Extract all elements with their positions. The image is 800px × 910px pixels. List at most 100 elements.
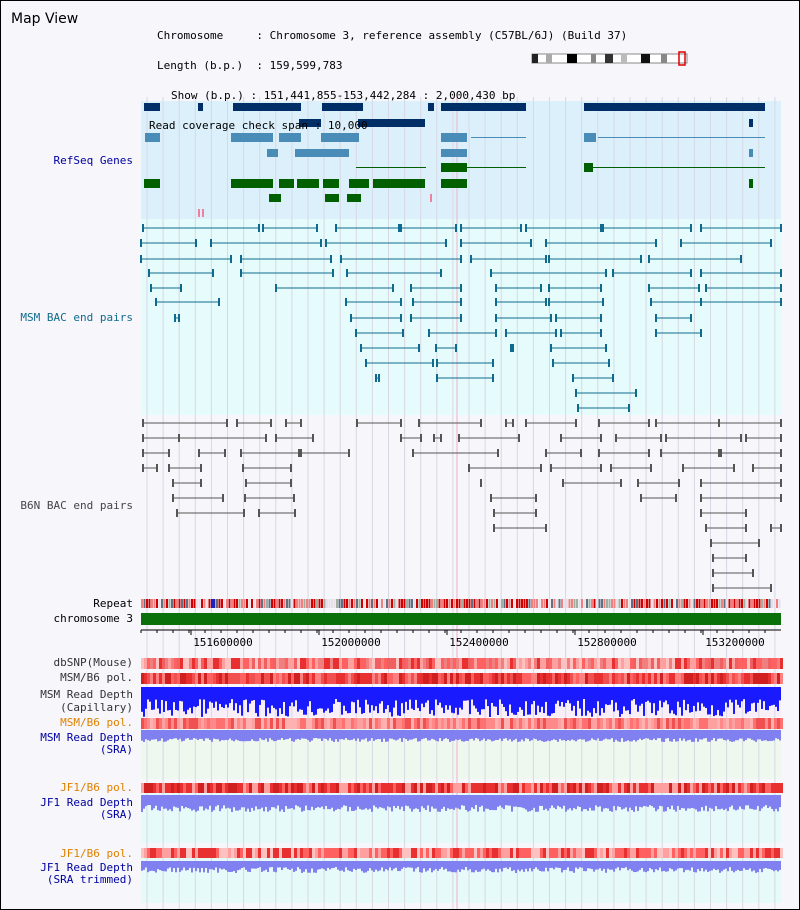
ideogram-band — [532, 54, 538, 63]
heat-cell — [693, 848, 696, 858]
bac-end — [600, 314, 602, 322]
depth-bar — [359, 795, 361, 809]
depth-bar — [589, 687, 591, 713]
heat-cell — [528, 673, 531, 684]
depth-bar — [627, 861, 629, 871]
depth-bar — [625, 730, 627, 742]
depth-bar — [729, 795, 731, 808]
heat-cell — [606, 658, 609, 669]
heat-cell — [240, 658, 243, 669]
repeat-element — [663, 599, 666, 608]
heat-cell — [693, 718, 696, 729]
heat-cell — [510, 658, 513, 669]
heat-cell — [678, 673, 681, 684]
heat-cell — [459, 658, 462, 669]
depth-bar — [739, 795, 741, 807]
heat-cell — [630, 673, 633, 684]
track-label-msm-bac[interactable]: MSM BAC end pairs — [20, 311, 133, 324]
heat-cell — [771, 783, 774, 793]
depth-bar — [575, 795, 577, 810]
depth-bar — [663, 795, 665, 812]
depth-bar — [227, 861, 229, 872]
bac-end — [655, 419, 657, 427]
depth-bar — [651, 730, 653, 741]
depth-bar — [687, 795, 689, 809]
bac-end — [293, 494, 295, 502]
depth-bar — [161, 795, 163, 807]
heat-cell — [753, 718, 756, 729]
heat-cell — [315, 673, 318, 684]
depth-bar — [179, 795, 181, 812]
heat-cell — [414, 673, 417, 684]
depth-bar — [189, 687, 191, 708]
depth-bar — [627, 687, 629, 711]
bac-end — [575, 419, 577, 427]
repeat-element — [646, 599, 648, 608]
track-label-b6n-bac[interactable]: B6N BAC end pairs — [20, 499, 133, 512]
depth-bar — [159, 730, 161, 741]
depth-bar — [305, 687, 307, 715]
depth-bar — [367, 861, 369, 871]
depth-bar — [617, 795, 619, 807]
repeat-element — [383, 599, 386, 608]
heat-cell — [648, 673, 651, 684]
heat-cell — [597, 783, 600, 793]
depth-bar — [285, 730, 287, 740]
depth-bar — [765, 730, 767, 741]
track-label-refseq[interactable]: RefSeq Genes — [53, 154, 133, 167]
heat-cell — [315, 848, 318, 858]
depth-bar — [667, 861, 669, 872]
depth-bar — [195, 687, 197, 708]
heat-cell — [777, 783, 780, 793]
heat-cell — [429, 673, 432, 684]
depth-bar — [749, 687, 751, 711]
heat-cell — [273, 848, 276, 858]
depth-bar — [595, 730, 597, 741]
depth-bar — [463, 687, 465, 701]
heat-cell — [264, 848, 267, 858]
depth-bar — [391, 861, 393, 871]
heat-cell — [600, 718, 603, 729]
depth-bar — [665, 730, 667, 739]
repeat-element — [731, 599, 733, 608]
heat-cell — [663, 848, 666, 858]
depth-bar — [759, 730, 761, 740]
repeat-element — [771, 599, 773, 608]
repeat-element — [671, 599, 673, 608]
depth-bar — [713, 687, 715, 717]
depth-bar — [369, 687, 371, 713]
heat-cell — [216, 783, 219, 793]
depth-bar — [411, 730, 413, 740]
depth-bar — [457, 795, 459, 809]
heat-cell — [258, 848, 261, 858]
repeat-element — [223, 599, 226, 608]
bac-end — [460, 239, 462, 247]
heat-cell — [408, 658, 411, 669]
heat-cell — [714, 848, 717, 858]
heat-cell — [198, 673, 201, 684]
heat-cell — [570, 658, 573, 669]
ideogram-band — [641, 54, 650, 63]
heat-cell — [756, 658, 759, 669]
heat-cell — [768, 658, 771, 669]
heat-cell — [198, 658, 201, 669]
depth-bar — [153, 730, 155, 740]
heat-cell — [615, 783, 618, 793]
repeat-element — [156, 599, 158, 608]
heat-cell — [258, 658, 261, 669]
depth-bar — [151, 861, 153, 871]
depth-bar — [147, 687, 149, 700]
heat-cell — [501, 718, 504, 729]
depth-bar — [721, 861, 723, 872]
repeat-element — [386, 599, 388, 608]
heat-cell — [273, 783, 276, 793]
depth-bar — [313, 730, 315, 739]
heat-cell — [444, 848, 447, 858]
depth-bar — [571, 795, 573, 811]
depth-bar — [491, 730, 493, 742]
heat-cell — [219, 783, 222, 793]
heat-cell — [192, 718, 195, 729]
bac-end — [460, 224, 462, 232]
bac-end — [650, 298, 652, 306]
